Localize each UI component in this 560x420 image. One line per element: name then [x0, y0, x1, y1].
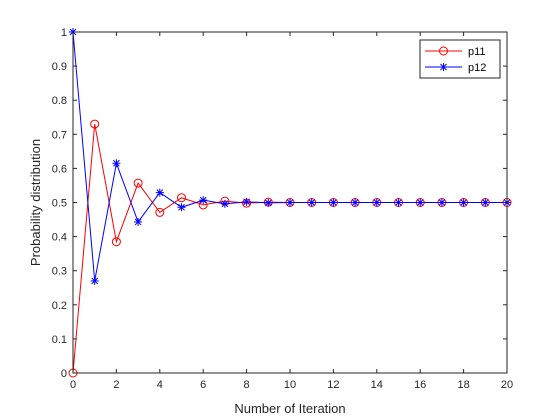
data-point-p12	[286, 198, 294, 207]
x-tick-label: 0	[70, 379, 76, 391]
x-tick-label: 16	[414, 379, 426, 391]
y-tick-label: 0.6	[52, 163, 67, 175]
data-point-p11	[177, 193, 186, 203]
data-point-p12	[329, 198, 338, 207]
x-tick-label: 4	[157, 379, 163, 391]
legend-marker-p12	[439, 63, 448, 71]
y-tick-label: 0.8	[52, 95, 67, 107]
data-point-p11	[90, 119, 100, 129]
x-tick-label: 18	[457, 379, 469, 391]
y-tick-label: 0.5	[52, 198, 67, 210]
legend-entry-p12: p12	[425, 62, 486, 74]
y-tick-label: 0.7	[52, 129, 67, 141]
series-layer	[68, 28, 512, 378]
axes-box	[72, 31, 508, 374]
x-axis-label: Number of Iteration	[234, 401, 345, 416]
data-point-p11	[111, 237, 121, 247]
x-tick-label: 14	[371, 379, 383, 391]
data-point-p12	[134, 217, 143, 226]
data-point-p12	[394, 198, 403, 207]
data-point-p12	[459, 198, 468, 207]
y-axis-label: Probability distribution	[28, 139, 43, 266]
series-line-p11	[72, 123, 507, 374]
x-tick-label: 12	[327, 379, 339, 391]
y-tick-label: 0.1	[52, 334, 67, 346]
x-tick-label: 6	[200, 379, 206, 391]
data-point-p12	[220, 199, 229, 208]
x-tick-label: 2	[113, 379, 119, 391]
legend-label: p12	[468, 62, 486, 74]
data-point-p12	[264, 198, 273, 207]
legend-label: p11	[468, 46, 486, 58]
data-point-p12	[351, 198, 360, 207]
y-tick-label: 0	[61, 368, 67, 380]
data-point-p12	[155, 188, 164, 197]
data-point-p12	[112, 159, 121, 168]
x-tick-label: 8	[244, 379, 250, 391]
y-tick-label: 0.9	[52, 61, 67, 73]
data-point-p11	[133, 178, 143, 188]
y-tick-label: 1	[61, 27, 67, 39]
data-point-p12	[90, 276, 99, 285]
data-point-p12	[372, 198, 381, 207]
legend-marker-p11	[439, 46, 448, 56]
legend-box	[419, 39, 501, 79]
x-tick-label: 20	[501, 379, 513, 391]
data-point-p12	[242, 197, 251, 206]
y-tick-label: 0.3	[52, 266, 67, 278]
data-point-p12	[416, 198, 425, 207]
data-point-p12	[199, 196, 208, 205]
series-p11	[68, 119, 512, 378]
data-point-p12	[177, 203, 186, 212]
y-tick-label: 0.4	[52, 232, 67, 244]
data-point-p12	[481, 198, 490, 207]
legend-entry-p11: p11	[425, 46, 486, 58]
tick-layer: 0 2 4 6 8 10 12 14 16 18 20 0 0.1 0.2 0.3 0.4 0.5 0.6 0.7 0…	[52, 27, 513, 391]
y-tick-label: 0.2	[52, 300, 67, 312]
x-tick-label: 10	[284, 379, 296, 391]
data-point-p12	[437, 198, 446, 207]
data-point-p12	[307, 198, 316, 207]
data-point-p11	[155, 207, 165, 217]
